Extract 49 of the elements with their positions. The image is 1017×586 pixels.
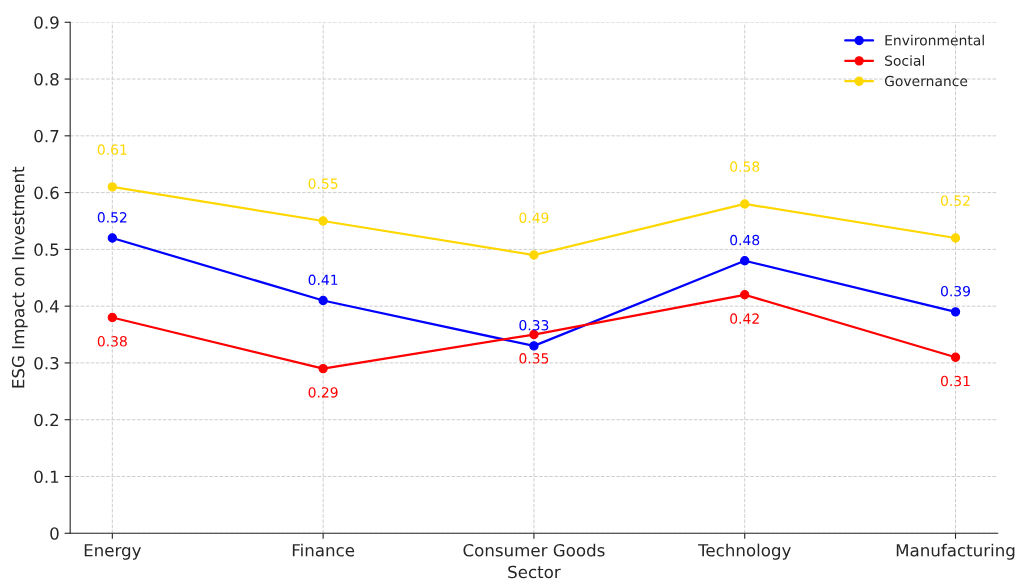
- data-label: 0.49: [519, 212, 549, 223]
- x-tick-label: Consumer Goods: [463, 543, 605, 557]
- y-tick-label: 0.1: [34, 470, 59, 484]
- data-label: 0.52: [97, 212, 127, 223]
- data-label: 0.39: [940, 285, 970, 297]
- point: [950, 352, 961, 362]
- x-axis-title: Sector: [508, 565, 561, 579]
- x-tick-label: Technology: [697, 543, 791, 560]
- data-label: 0.29: [308, 387, 338, 398]
- x-tick-label: Energy: [84, 544, 142, 560]
- point: [107, 233, 118, 243]
- point: [529, 250, 539, 260]
- data-label: 0.33: [519, 319, 549, 331]
- y-tick-label: 0.9: [34, 16, 59, 29]
- point: [950, 233, 961, 243]
- y-tick-label: 0: [50, 527, 59, 540]
- data-label: 0.31: [940, 375, 970, 387]
- data-label: 0.38: [97, 336, 127, 347]
- data-label: 0.52: [940, 195, 970, 206]
- y-tick-label: 0.6: [34, 186, 59, 200]
- data-label: 0.58: [730, 161, 760, 172]
- legend-label: Social: [885, 55, 925, 66]
- y-tick-label: 0.7: [34, 129, 59, 143]
- data-label: 0.42: [730, 313, 759, 324]
- point: [318, 295, 328, 306]
- point: [740, 290, 750, 300]
- legend-label: Environmental: [885, 34, 984, 46]
- point: [318, 216, 328, 226]
- point: [740, 199, 750, 209]
- x-tick-label: Finance: [292, 543, 355, 557]
- point: [529, 341, 539, 351]
- y-tick-label: 0.8: [34, 73, 59, 86]
- y-tick-label: 0.5: [34, 243, 59, 256]
- y-axis-title: ESG Impact on Investment: [11, 166, 28, 388]
- point: [318, 363, 328, 374]
- x-tick-label: Manufacturing: [896, 543, 1015, 560]
- data-label: 0.41: [308, 274, 338, 286]
- y-tick-label: 0.3: [34, 356, 59, 370]
- point: [107, 182, 118, 192]
- legend-label: Governance: [884, 75, 968, 87]
- data-label: 0.35: [519, 353, 549, 364]
- y-tick-label: 0.4: [34, 300, 59, 313]
- y-tick-label: 0.2: [34, 413, 59, 427]
- point: [950, 307, 961, 317]
- data-label: 0.61: [97, 144, 127, 155]
- data-label: 0.48: [730, 234, 760, 246]
- data-label: 0.55: [308, 178, 338, 189]
- point: [107, 312, 118, 323]
- point: [740, 256, 750, 266]
